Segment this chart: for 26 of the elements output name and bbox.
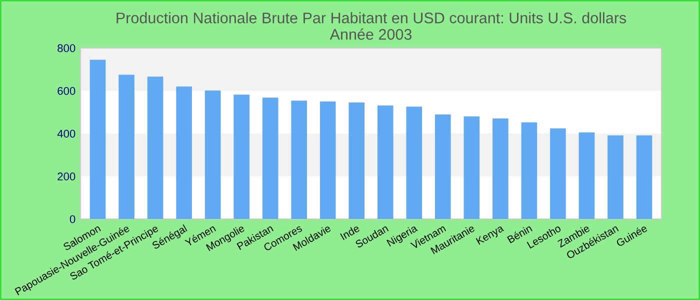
chart-title: Production Nationale Brute Par Habitant en USD courant: Units U.S. dollars Année 2003 (116, 12, 626, 40)
bar (291, 100, 308, 219)
bar (348, 102, 365, 219)
bar (608, 135, 624, 219)
bar (320, 101, 336, 219)
y-tick-label: 400 (57, 130, 76, 138)
y-tick-label: 800 (58, 44, 76, 52)
bar (464, 116, 480, 219)
bar (262, 98, 278, 219)
y-tick-label: 0 (70, 215, 76, 224)
bar (176, 86, 192, 219)
bar (492, 118, 508, 219)
bar (434, 114, 451, 219)
bar (377, 106, 394, 219)
bar (521, 122, 538, 219)
bar (636, 135, 652, 219)
bar (578, 132, 595, 219)
bar (204, 90, 221, 219)
bar (406, 106, 422, 219)
bar (147, 76, 164, 219)
bar (234, 94, 250, 219)
bar (90, 60, 106, 219)
bar (118, 74, 134, 219)
y-tick-label: 200 (58, 172, 76, 180)
bar (550, 128, 566, 219)
y-tick-label: 600 (58, 87, 76, 95)
